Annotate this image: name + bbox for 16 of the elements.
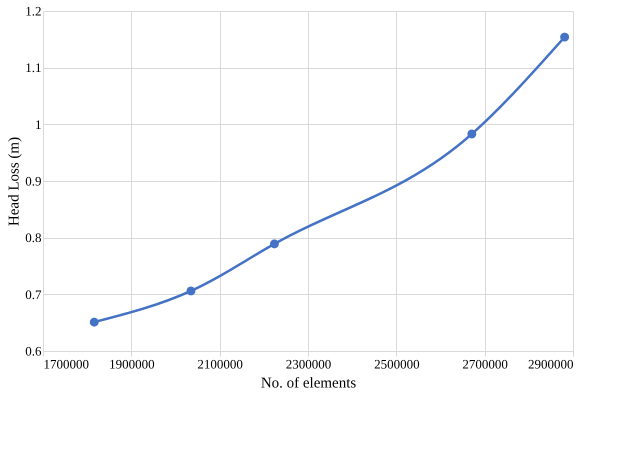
x-tick-label: 2300000 [286,356,332,372]
x-tick-label: 2900000 [528,356,574,372]
x-tick-label: 1900000 [109,356,155,372]
y-tick-label: 0.9 [25,174,42,188]
x-tick-label: 2700000 [462,356,508,372]
x-tick-label: 2500000 [374,356,420,372]
x-tick-label: 2100000 [197,356,243,372]
y-tick-label: 0.7 [25,286,42,302]
y-tick-label: 0.8 [25,230,42,246]
y-tick-label: 0.6 [25,344,42,358]
y-tick-label: 1.2 [25,4,42,18]
y-axis-title: Head Loss (m) [6,136,22,226]
x-tick-label: 1700000 [44,356,89,372]
y-tick-label: 1 [35,116,42,132]
y-tick-label: 1.1 [25,60,42,76]
x-axis-title: No. of elements [260,376,356,392]
